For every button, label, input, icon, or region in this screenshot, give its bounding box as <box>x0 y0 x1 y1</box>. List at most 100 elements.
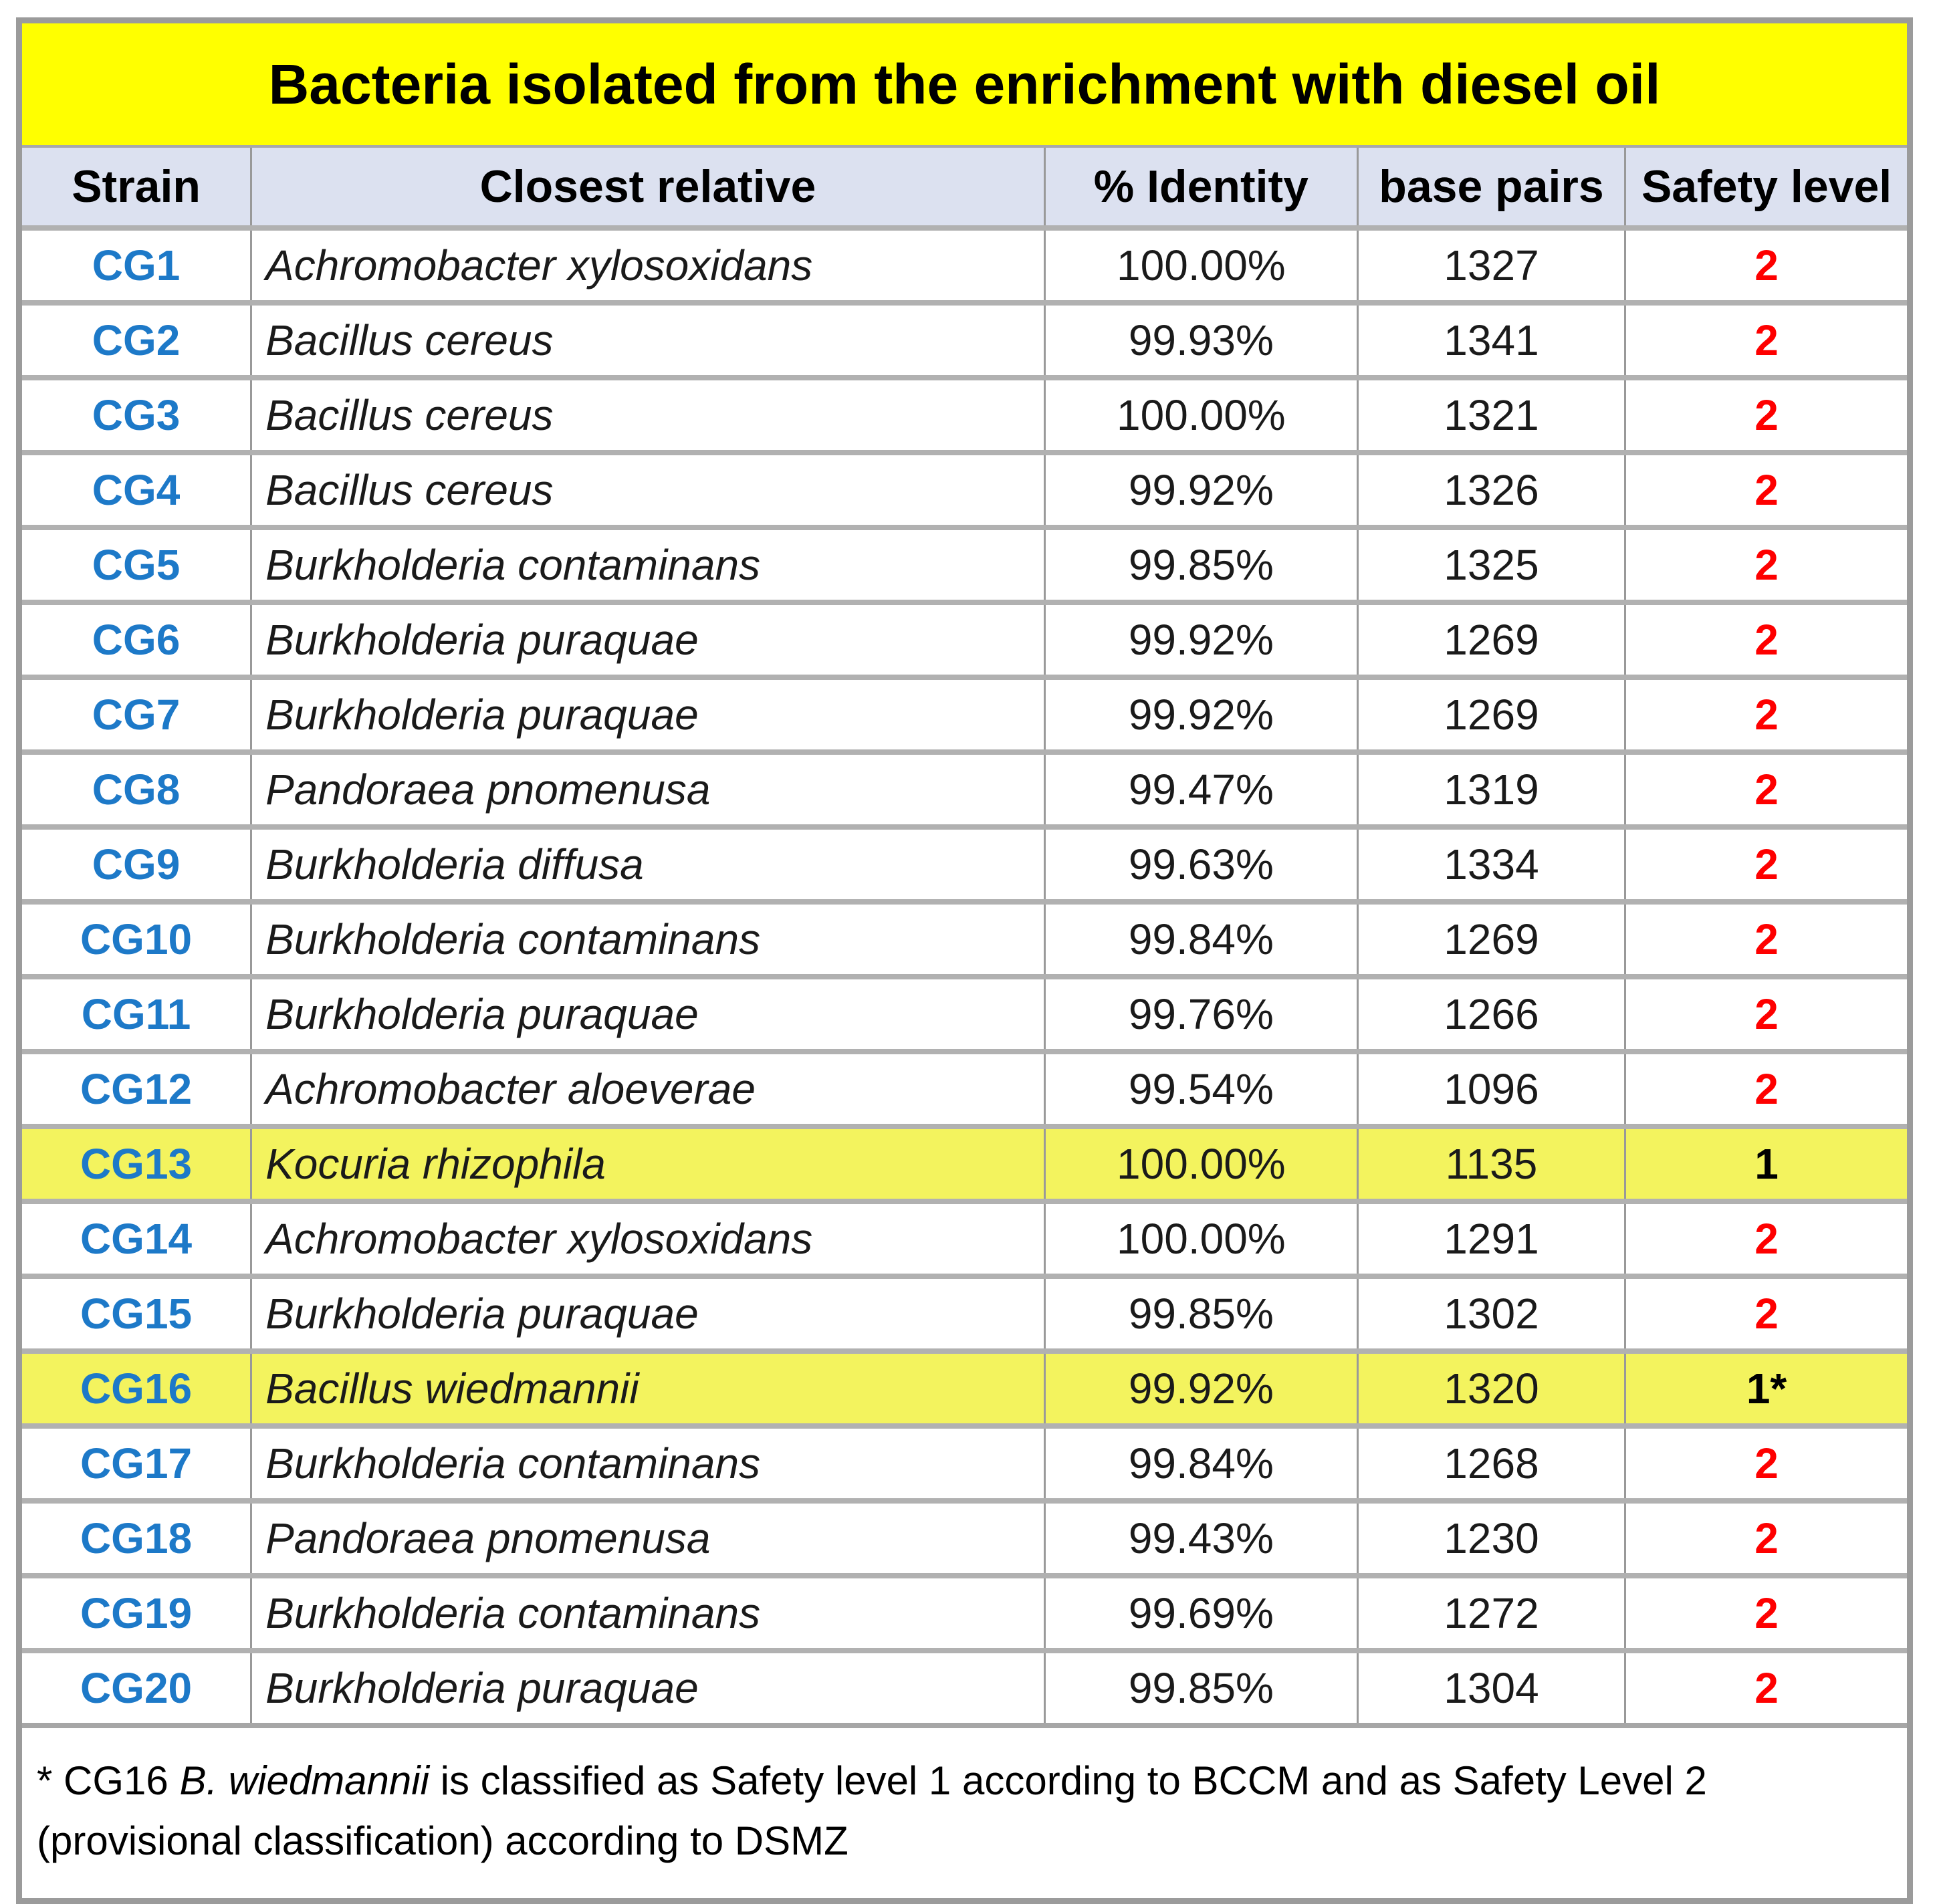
identity-cell: 100.00% <box>1043 1204 1357 1274</box>
safety-level-cell: 2 <box>1624 1504 1907 1573</box>
identity-cell: 99.63% <box>1043 830 1357 899</box>
table-row: CG14 Achromobacter xylosoxidans 100.00% 129… <box>22 1199 1907 1274</box>
identity-cell: 99.93% <box>1043 306 1357 375</box>
safety-level-cell: 2 <box>1624 1054 1907 1124</box>
safety-level-cell: 2 <box>1624 1429 1907 1498</box>
closest-relative-cell: Burkholderia puraquae <box>250 680 1044 749</box>
table-row: CG8 Pandoraea pnomenusa 99.47% 1319 2 <box>22 749 1907 824</box>
strain-cell: CG3 <box>92 391 181 439</box>
identity-cell: 99.47% <box>1043 755 1357 824</box>
strain-cell: CG12 <box>80 1065 193 1113</box>
closest-relative-cell: Achromobacter xylosoxidans <box>250 231 1044 300</box>
identity-cell: 99.85% <box>1043 1653 1357 1723</box>
strain-cell: CG5 <box>92 541 181 589</box>
strain-cell: CG7 <box>92 691 181 739</box>
safety-level-cell: 1* <box>1624 1354 1907 1423</box>
safety-level-cell: 2 <box>1624 231 1907 300</box>
safety-level-cell: 2 <box>1624 1204 1907 1274</box>
safety-level-cell: 2 <box>1624 530 1907 600</box>
table-title: Bacteria isolated from the enrichment wi… <box>22 23 1907 145</box>
base-pairs-cell: 1135 <box>1356 1129 1624 1199</box>
strain-cell: CG14 <box>80 1215 193 1263</box>
safety-level-cell: 2 <box>1624 680 1907 749</box>
base-pairs-cell: 1096 <box>1356 1054 1624 1124</box>
bacteria-table: Bacteria isolated from the enrichment wi… <box>16 17 1913 1904</box>
closest-relative-cell: Kocuria rhizophila <box>250 1129 1044 1199</box>
strain-cell: CG11 <box>81 990 191 1038</box>
strain-cell: CG20 <box>80 1664 193 1712</box>
base-pairs-cell: 1334 <box>1356 830 1624 899</box>
strain-cell: CG13 <box>80 1140 193 1188</box>
closest-relative-cell: Bacillus cereus <box>250 380 1044 450</box>
base-pairs-cell: 1230 <box>1356 1504 1624 1573</box>
table-row: CG16 Bacillus wiedmannii 99.92% 1320 1* <box>22 1348 1907 1423</box>
table-row: CG17 Burkholderia contaminans 99.84% 1268 2 <box>22 1423 1907 1498</box>
closest-relative-cell: Burkholderia contaminans <box>250 530 1044 600</box>
footnote-species-italic: B. wiedmannii <box>179 1758 429 1803</box>
closest-relative-cell: Bacillus cereus <box>250 306 1044 375</box>
base-pairs-cell: 1327 <box>1356 231 1624 300</box>
safety-level-cell: 2 <box>1624 455 1907 525</box>
base-pairs-cell: 1272 <box>1356 1578 1624 1648</box>
base-pairs-cell: 1319 <box>1356 755 1624 824</box>
strain-cell: CG1 <box>92 241 181 289</box>
closest-relative-cell: Burkholderia contaminans <box>250 1429 1044 1498</box>
table-row: CG19 Burkholderia contaminans 99.69% 1272 2 <box>22 1573 1907 1648</box>
safety-level-cell: 2 <box>1624 1279 1907 1348</box>
identity-cell: 99.92% <box>1043 1354 1357 1423</box>
base-pairs-cell: 1269 <box>1356 680 1624 749</box>
table-row: CG13 Kocuria rhizophila 100.00% 1135 1 <box>22 1124 1907 1199</box>
identity-cell: 99.92% <box>1043 455 1357 525</box>
table-row: CG9 Burkholderia diffusa 99.63% 1334 2 <box>22 824 1907 899</box>
identity-cell: 99.84% <box>1043 905 1357 974</box>
strain-cell: CG10 <box>80 915 193 963</box>
table-row: CG3 Bacillus cereus 100.00% 1321 2 <box>22 375 1907 450</box>
strain-cell: CG19 <box>80 1589 193 1637</box>
base-pairs-cell: 1266 <box>1356 979 1624 1049</box>
identity-cell: 100.00% <box>1043 231 1357 300</box>
table-row: CG12 Achromobacter aloeverae 99.54% 1096 2 <box>22 1049 1907 1124</box>
identity-cell: 99.76% <box>1043 979 1357 1049</box>
closest-relative-cell: Burkholderia puraquae <box>250 979 1044 1049</box>
strain-cell: CG6 <box>92 616 181 664</box>
closest-relative-cell: Achromobacter xylosoxidans <box>250 1204 1044 1274</box>
table-row: CG10 Burkholderia contaminans 99.84% 1269 2 <box>22 899 1907 974</box>
strain-cell: CG15 <box>80 1290 193 1338</box>
table-row: CG1 Achromobacter xylosoxidans 100.00% 1327… <box>22 225 1907 300</box>
closest-relative-cell: Achromobacter aloeverae <box>250 1054 1044 1124</box>
safety-level-cell: 2 <box>1624 1653 1907 1723</box>
strain-cell: CG17 <box>80 1439 193 1488</box>
closest-relative-cell: Burkholderia contaminans <box>250 905 1044 974</box>
strain-cell: CG18 <box>80 1514 193 1562</box>
closest-relative-cell: Burkholderia puraquae <box>250 1279 1044 1348</box>
table-row: CG7 Burkholderia puraquae 99.92% 1269 2 <box>22 675 1907 749</box>
safety-level-cell: 2 <box>1624 755 1907 824</box>
column-header-safety-level: Safety level <box>1624 148 1907 225</box>
table-row: CG20 Burkholderia puraquae 99.85% 1304 2 <box>22 1648 1907 1723</box>
identity-cell: 99.92% <box>1043 680 1357 749</box>
table-row: CG11 Burkholderia puraquae 99.76% 1266 2 <box>22 974 1907 1049</box>
base-pairs-cell: 1269 <box>1356 905 1624 974</box>
table-row: CG2 Bacillus cereus 99.93% 1341 2 <box>22 300 1907 375</box>
table-row: CG5 Burkholderia contaminans 99.85% 1325 2 <box>22 525 1907 600</box>
strain-cell: CG8 <box>92 765 181 814</box>
safety-level-cell: 2 <box>1624 979 1907 1049</box>
base-pairs-cell: 1320 <box>1356 1354 1624 1423</box>
base-pairs-cell: 1326 <box>1356 455 1624 525</box>
identity-cell: 99.54% <box>1043 1054 1357 1124</box>
identity-cell: 99.43% <box>1043 1504 1357 1573</box>
column-header-identity: % Identity <box>1043 148 1357 225</box>
column-header-base-pairs: base pairs <box>1356 148 1624 225</box>
identity-cell: 100.00% <box>1043 380 1357 450</box>
closest-relative-cell: Pandoraea pnomenusa <box>250 1504 1044 1573</box>
identity-cell: 99.84% <box>1043 1429 1357 1498</box>
strain-cell: CG16 <box>80 1364 193 1413</box>
base-pairs-cell: 1321 <box>1356 380 1624 450</box>
closest-relative-cell: Burkholderia diffusa <box>250 830 1044 899</box>
table-row: CG18 Pandoraea pnomenusa 99.43% 1230 2 <box>22 1498 1907 1573</box>
identity-cell: 99.85% <box>1043 1279 1357 1348</box>
strain-cell: CG2 <box>92 316 181 364</box>
base-pairs-cell: 1269 <box>1356 605 1624 675</box>
closest-relative-cell: Burkholderia puraquae <box>250 1653 1044 1723</box>
closest-relative-cell: Burkholderia puraquae <box>250 605 1044 675</box>
